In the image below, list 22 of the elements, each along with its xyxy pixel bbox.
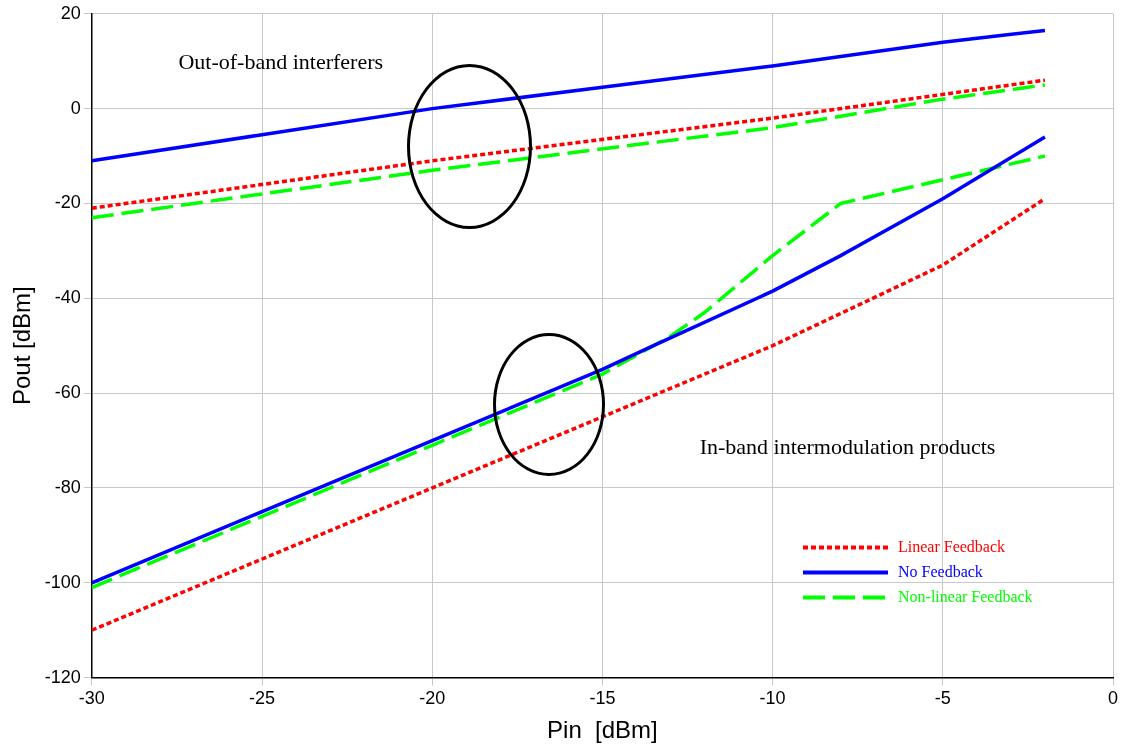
y-axis-title: Pout [dBm] [8,286,36,406]
y-tick-label: 0 [70,97,81,118]
text: No Feedback [898,562,983,580]
y-tick-label: -40 [54,287,81,308]
x-axis-title: Pin [dBm] [547,716,658,744]
x-tick-label: -5 [934,688,951,709]
text: Non-linear Feedback [898,587,1033,605]
y-tick-label: -100 [44,571,81,592]
x-tick-label: -10 [759,688,786,709]
y-tick-label: 20 [60,2,81,23]
annotation: In-band intermodulation products [699,434,996,460]
y-tick-label: -80 [54,476,81,497]
y-tick-label: -20 [54,192,81,213]
x-tick-label: 0 [1107,688,1119,709]
text: Linear Feedback [898,537,1006,555]
x-tick-label: -15 [589,688,616,709]
x-tick-label: -30 [78,688,105,709]
x-tick-label: -20 [419,688,446,709]
x-tick-label: -25 [249,688,276,709]
y-tick-label: -120 [44,666,81,687]
annotation: Out-of-band interferers [178,49,384,75]
y-tick-label: -60 [54,382,81,403]
